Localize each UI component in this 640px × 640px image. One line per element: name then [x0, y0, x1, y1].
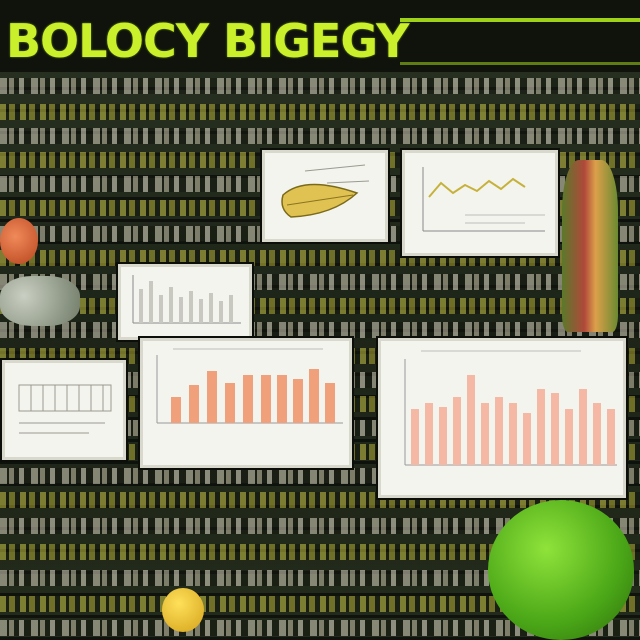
page-title: BOLOCY BIGEGY — [6, 14, 409, 68]
seed-icon — [162, 588, 204, 632]
line-chart-panel — [402, 150, 558, 256]
title-rule — [400, 18, 640, 22]
bar-chart-center — [156, 348, 343, 424]
bar-chart-panel-right — [378, 338, 626, 498]
tomato-icon — [0, 218, 38, 264]
diagram-panel-leaf — [262, 150, 388, 242]
cells-icon — [0, 276, 80, 326]
leaf-icon — [281, 183, 359, 218]
bar-chart-panel-center — [140, 338, 352, 468]
title-rule-lower — [400, 62, 640, 65]
line-chart — [422, 167, 545, 232]
bar-chart-right — [404, 350, 617, 466]
leaf-diagram — [281, 164, 370, 218]
table-diagram — [18, 384, 112, 434]
title-bar: BOLOCY BIGEGY — [0, 0, 640, 72]
sphere-icon — [488, 500, 634, 640]
table-diagram-panel — [2, 360, 126, 460]
small-bar-chart-panel — [118, 264, 252, 340]
small-bar-chart — [132, 275, 241, 324]
plant-stalk-icon — [562, 160, 618, 332]
